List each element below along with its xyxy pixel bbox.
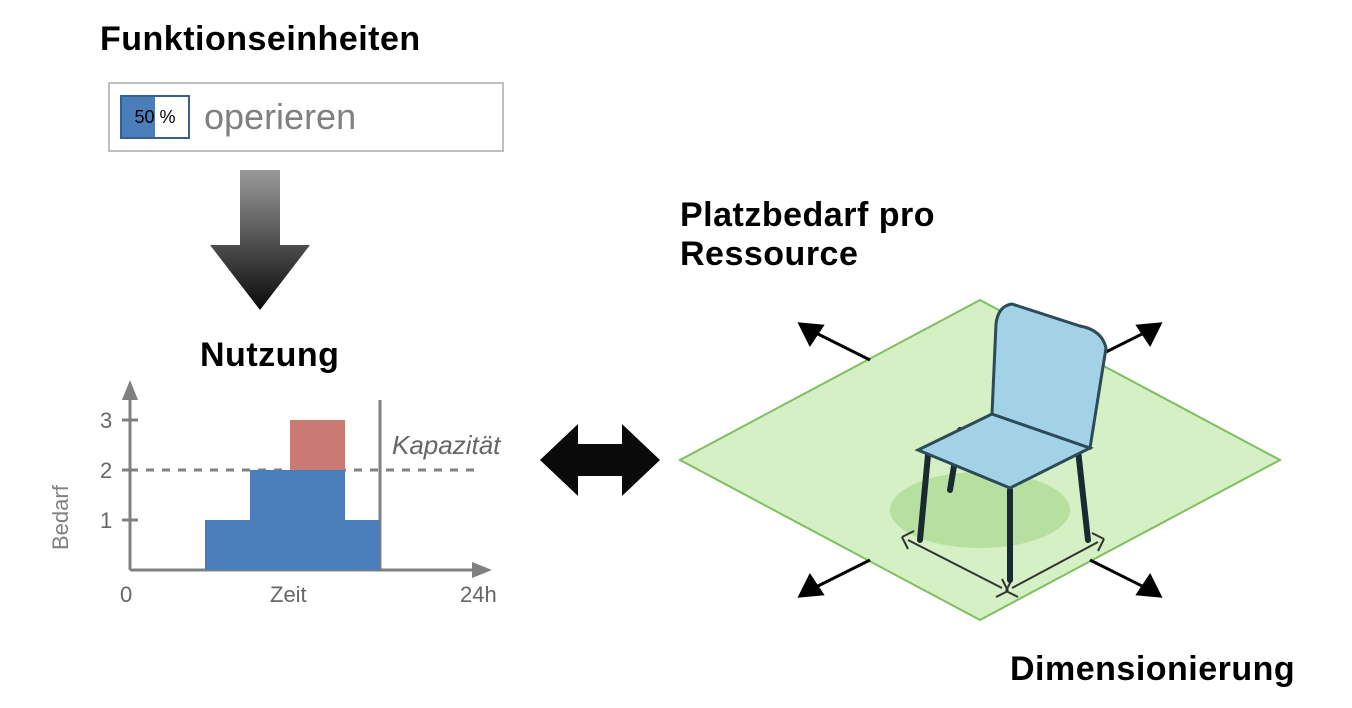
chart-ytick-1: 1 [100,508,112,534]
bidir-arrow-icon [540,420,660,500]
percent-badge: 50 % [120,95,190,139]
chart-ytick-3: 3 [100,408,112,434]
chart-x0: 0 [120,582,132,608]
chart-y-label: Bedarf [48,485,74,550]
chart-capacity-label: Kapazität [392,430,500,461]
percent-text: 50 % [134,107,175,128]
down-arrow-icon [210,170,310,310]
platzbedarf-line1: Platzbedarf pro [680,196,935,234]
title-funktionseinheiten: Funktionseinheiten [100,20,421,59]
chart-x24: 24h [460,582,497,608]
title-dimensionierung: Dimensionierung [1010,650,1295,689]
iso-scene [660,240,1300,660]
function-box: 50 % operieren [108,82,504,152]
chart-x-title: Zeit [270,582,307,608]
function-label: operieren [204,96,356,138]
chart-ytick-2: 2 [100,458,112,484]
usage-chart: Bedarf [40,360,510,620]
